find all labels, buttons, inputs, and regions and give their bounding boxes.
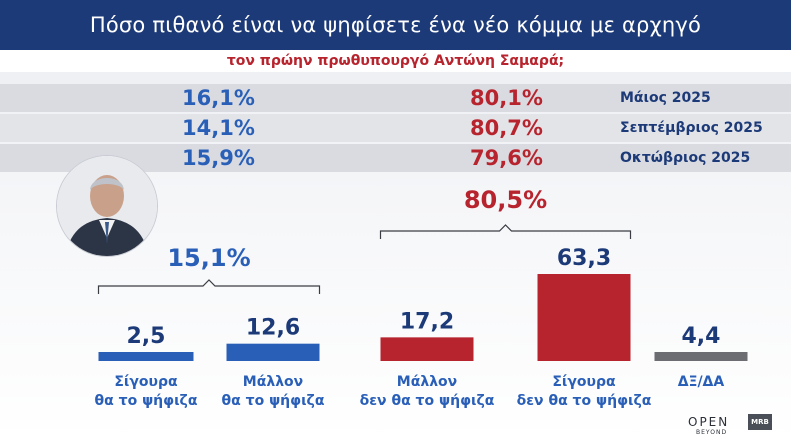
bar-value-label: 4,4 — [682, 324, 721, 349]
category-label: Μάλλον — [397, 374, 457, 390]
category-label: ΔΞ/ΔΑ — [678, 374, 725, 390]
category-label: δεν θα το ψήφιζα — [360, 393, 495, 409]
category-label: δεν θα το ψήφιζα — [517, 393, 652, 409]
bar-value-label: 63,3 — [557, 246, 611, 271]
bar-value-label: 12,6 — [246, 316, 300, 341]
open-logo-subtext: BEYOND — [696, 429, 728, 436]
category-label: Σίγουρα — [552, 374, 616, 390]
history-no-value: 80,1% — [470, 86, 543, 110]
group-total-label: 80,5% — [464, 186, 547, 214]
bar — [380, 337, 474, 361]
history-yes-value: 15,9% — [182, 146, 255, 170]
history-row: 15,9% 79,6% Οκτώβριος 2025 — [0, 144, 791, 172]
category-label: Σίγουρα — [114, 374, 178, 390]
history-month: Μάιος 2025 — [620, 90, 711, 106]
group-bracket — [97, 279, 321, 294]
bar-value-label: 17,2 — [400, 309, 454, 334]
bar — [226, 343, 320, 361]
category-label: θα το ψήφιζα — [95, 393, 198, 409]
bar-value-label: 2,5 — [127, 324, 166, 349]
bar — [654, 352, 748, 361]
title-bar: Πόσο πιθανό είναι να ψηφίσετε ένα νέο κό… — [0, 0, 791, 50]
history-yes-value: 14,1% — [182, 116, 255, 140]
history-month: Σεπτέμβριος 2025 — [620, 120, 763, 136]
bar — [98, 352, 194, 361]
category-label: θα το ψήφιζα — [222, 393, 325, 409]
history-row: 16,1% 80,1% Μάιος 2025 — [0, 84, 791, 112]
page-title: Πόσο πιθανό είναι να ψηφίσετε ένα νέο κό… — [89, 13, 702, 37]
group-total-label: 15,1% — [167, 244, 250, 272]
mrb-logo: MRB — [748, 414, 772, 430]
mrb-logo-text: MRB — [751, 418, 769, 426]
history-no-value: 79,6% — [470, 146, 543, 170]
history-row: 14,1% 80,7% Σεπτέμβριος 2025 — [0, 114, 791, 142]
subtitle-bar: τον πρώην πρωθυπουργό Αντώνη Σαμαρά; — [0, 50, 791, 72]
history-month: Οκτώβριος 2025 — [620, 150, 751, 166]
bar — [537, 274, 631, 361]
history-yes-value: 16,1% — [182, 86, 255, 110]
person-icon — [57, 156, 157, 256]
politician-photo — [57, 156, 157, 256]
open-logo: OPEN — [688, 415, 730, 429]
category-label: Μάλλον — [243, 374, 303, 390]
group-bracket — [379, 224, 632, 239]
history-no-value: 80,7% — [470, 116, 543, 140]
page-subtitle: τον πρώην πρωθυπουργό Αντώνη Σαμαρά; — [226, 53, 565, 69]
